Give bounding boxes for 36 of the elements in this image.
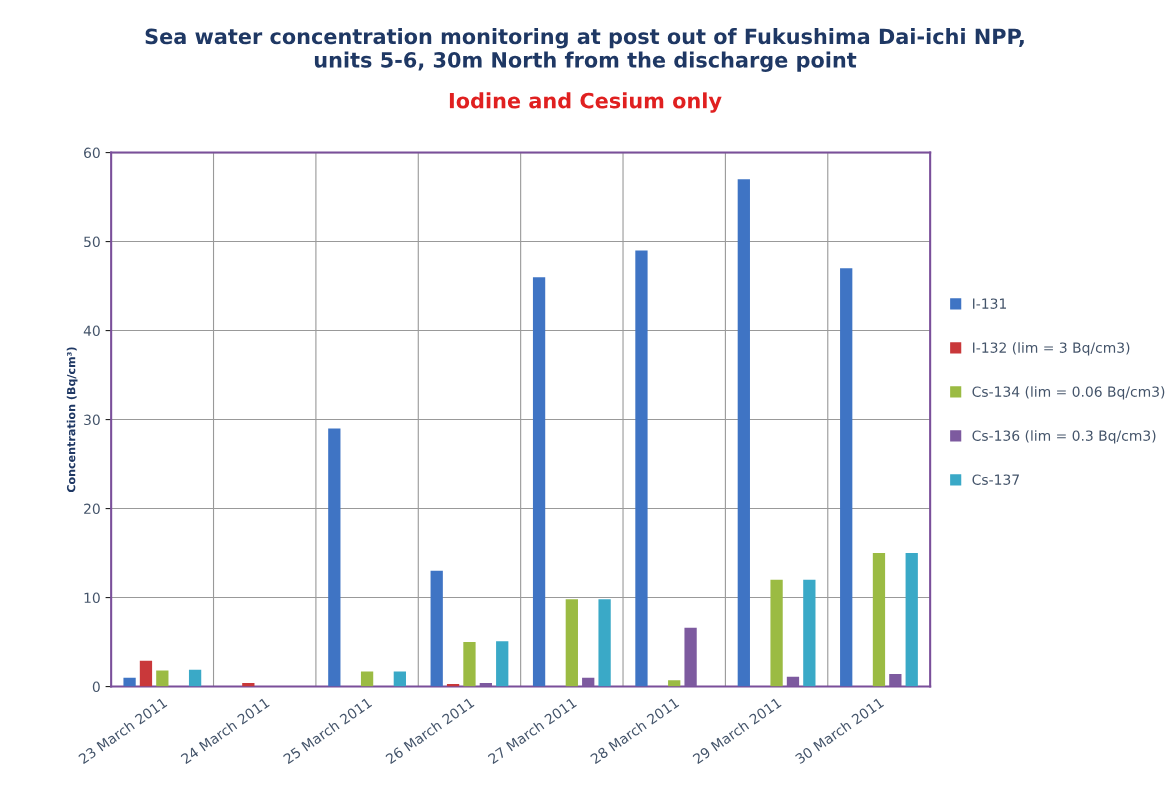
legend-label: I-132 (lim = 3 Bq/cm3) [973,342,1130,356]
bar [123,677,136,687]
bar [360,671,374,687]
bar [905,553,918,687]
legend-label: Cs-134 (lim = 0.06 Bq/cm3) [972,386,1165,400]
bar [803,579,816,687]
y-tick-label: 40 [83,325,100,337]
bar [770,579,783,687]
y-tick-label: 60 [84,147,100,159]
y-tick-label: 10 [84,592,100,604]
bar [188,669,202,687]
y-tick-label: 20 [84,503,100,515]
bar [139,660,153,687]
y-axis-title: Concentration (Bq/cm³) [66,347,78,493]
bar [328,428,341,687]
bar [598,599,611,687]
bar [496,641,509,687]
chart-subtitle: Iodine and Cesium only [449,92,722,113]
bar [565,599,578,687]
bar [635,250,648,687]
legend-label: Cs-136 (lim = 0.3 Bq/cm3) [972,430,1156,444]
legend-label: Cs-137 [972,474,1019,485]
bar [430,570,443,687]
bar [737,179,750,687]
legend-label: I-131 [973,298,1007,309]
bar [668,680,681,687]
bar [872,553,886,687]
y-tick-label: 50 [84,236,100,248]
bar [463,642,476,687]
y-tick-label: 0 [92,681,100,693]
y-tick-label: 30 [84,414,100,426]
bar [532,277,546,687]
bar [156,670,169,687]
bar [393,671,406,687]
chart-title: Sea water concentration monitoring at post out of Fukushima Dai-ichi NPP, units 5-6, 30m North from the discharge point [145,28,1024,72]
bar [840,268,853,687]
